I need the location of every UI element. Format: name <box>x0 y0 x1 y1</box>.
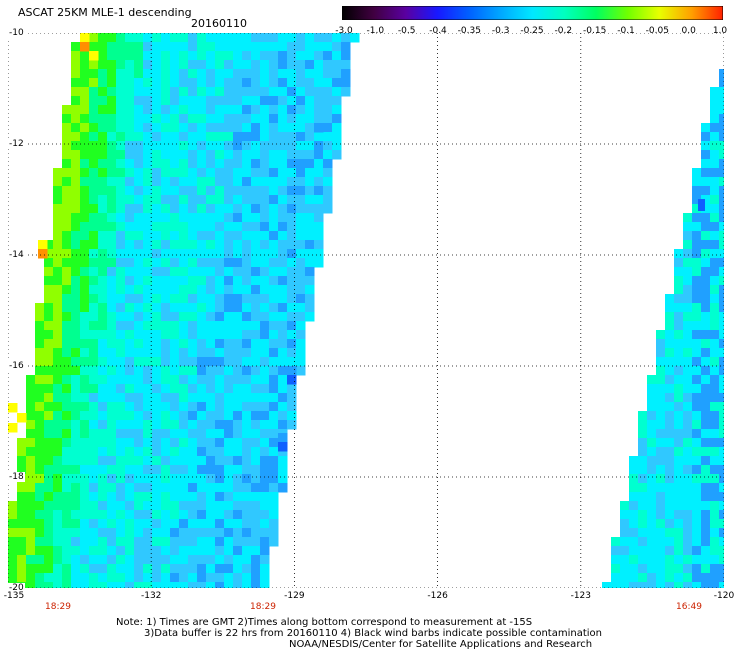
map-plot <box>8 33 724 588</box>
swath-right <box>602 69 724 588</box>
swath-time-label: 18:29 <box>45 602 71 612</box>
latitude-label: -18 <box>8 472 25 482</box>
colorbar-tick-label: -0.1 <box>617 26 635 36</box>
swath-time-label: 16:49 <box>676 602 702 612</box>
colorbar-tick-label: -0.5 <box>397 26 416 36</box>
colorbar-tick-label: -0.2 <box>554 26 573 36</box>
colorbar-tick-label: 1.0 <box>712 26 728 36</box>
colorbar <box>341 5 724 21</box>
note-line-1: Note: 1) Times are GMT 2)Times along bot… <box>116 617 533 628</box>
graticule <box>8 33 724 588</box>
colorbar-bar <box>341 5 724 21</box>
colorbar-tick-label: -0.3 <box>491 26 510 36</box>
colorbar-tick-label: -3.0 <box>335 26 353 36</box>
latitude-label: -16 <box>8 361 25 371</box>
colorbar-tick-label: -0.35 <box>457 26 481 36</box>
note-line-3: NOAA/NESDIS/Center for Satellite Applica… <box>289 639 593 650</box>
longitude-label: -126 <box>427 591 448 601</box>
colorbar-tick-label: -0.25 <box>520 26 544 36</box>
longitude-label: -123 <box>570 591 592 601</box>
latitude-label: -12 <box>8 139 25 149</box>
colorbar-tick-label: -1.0 <box>366 26 385 36</box>
colorbar-tick-label: -0.4 <box>429 26 447 36</box>
map-date: 20160110 <box>191 17 247 30</box>
note-line-2: 3)Data buffer is 22 hrs from 20160110 4)… <box>144 628 602 639</box>
map-title: ASCAT 25KM MLE-1 descending <box>18 6 192 19</box>
colorbar-gradient <box>341 5 724 21</box>
map-canvas <box>8 33 724 588</box>
longitude-label: -135 <box>3 591 25 601</box>
swath-left <box>8 33 360 588</box>
latitude-label: -20 <box>8 583 25 593</box>
longitude-label: -120 <box>713 591 735 601</box>
colorbar-tick-label: -0.15 <box>583 26 607 36</box>
longitude-label: -132 <box>140 591 162 601</box>
longitude-label: -129 <box>284 591 305 601</box>
latitude-label: -10 <box>8 28 25 38</box>
colorbar-tick-label: -0.05 <box>645 26 669 36</box>
swath-time-label: 18:29 <box>250 602 276 612</box>
colorbar-tick-label: 0.0 <box>681 26 696 36</box>
latitude-label: -14 <box>8 250 25 260</box>
colorbar-labels: -3.0 -1.0 -0.5 -0.4 -0.35 -0.3 -0.25 -0.2 -0.15-… <box>330 26 730 36</box>
